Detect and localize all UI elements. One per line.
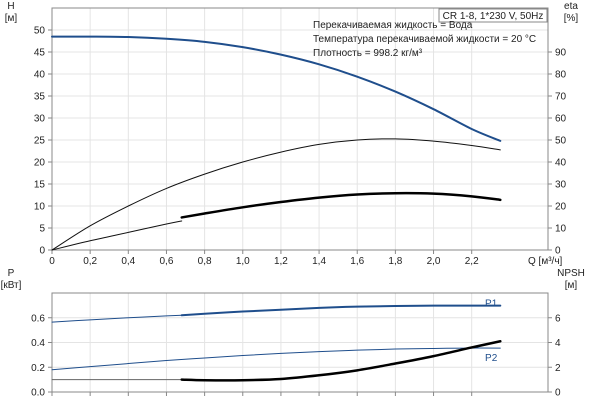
y-right-tick-label: 80	[555, 70, 567, 81]
y-left-tick-label: 0.0	[31, 388, 45, 399]
chart-annotation: Плотность = 998.2 кг/м³	[313, 48, 423, 59]
x-tick-label: 1,2	[274, 256, 288, 267]
x-tick-label: 1,8	[388, 256, 402, 267]
y-right-tick-label: 20	[555, 202, 567, 213]
chart-annotation: Перекачиваемая жидкость = Вода	[313, 20, 473, 31]
y-right-tick-label: 0	[555, 388, 561, 399]
y-right-tick-label: 90	[555, 48, 567, 59]
series-line	[51, 347, 501, 371]
chart-title: CR 1-8, 1*230 V, 50Hz	[443, 11, 544, 22]
y-right-tick-label: 6	[555, 313, 561, 324]
y-right-tick-label: 70	[555, 92, 567, 103]
x-tick-label: 0,6	[160, 256, 174, 267]
x-tick-label: 2,2	[465, 256, 479, 267]
y-right-tick-label: 60	[555, 114, 567, 125]
y-right-axis-label: [%]	[564, 13, 579, 24]
y-right-tick-label: 0	[555, 246, 561, 257]
y-left-tick-label: 0	[39, 246, 45, 257]
series-line	[51, 220, 183, 251]
y-left-tick-label: 10	[34, 202, 46, 213]
y-left-tick-label: 45	[34, 48, 46, 59]
y-right-axis-label: eta	[564, 1, 578, 12]
x-tick-label: 0	[49, 256, 55, 267]
x-tick-label: 0,2	[83, 256, 97, 267]
y-right-axis-label: [м]	[565, 280, 578, 291]
x-tick-label: 2,0	[427, 256, 441, 267]
x-tick-label: 1,0	[236, 256, 250, 267]
y-left-tick-label: 20	[34, 158, 46, 169]
chart-annotation: Температура перекачиваемой жидкости = 20…	[313, 34, 536, 45]
series-label: P1	[485, 298, 498, 309]
series-line	[180, 191, 502, 219]
y-left-tick-label: 5	[39, 224, 45, 235]
y-left-tick-label: 0.4	[31, 338, 45, 349]
y-left-axis-label: [кВт]	[1, 280, 22, 291]
x-tick-label: 0,8	[198, 256, 212, 267]
series-line	[180, 304, 502, 317]
y-right-tick-label: 4	[555, 338, 561, 349]
y-left-tick-label: 15	[34, 180, 46, 191]
y-left-tick-label: 0.6	[31, 313, 45, 324]
y-left-tick-label: 0.2	[31, 363, 45, 374]
y-left-tick-label: 35	[34, 92, 46, 103]
y-left-axis-label: [м]	[5, 13, 18, 24]
y-right-tick-label: 40	[555, 158, 567, 169]
series-label: P2	[485, 353, 498, 364]
x-tick-label: 1,6	[350, 256, 364, 267]
series-line	[51, 314, 183, 323]
title-box	[438, 8, 548, 23]
plot-frame	[51, 7, 549, 251]
y-left-tick-label: 25	[34, 136, 46, 147]
x-tick-label: 0,4	[121, 256, 135, 267]
power-npsh-panel: 0.0 0.2 0.4 0.6 0 2 4 6 P[кВт] NPSH[м] P1 P2	[1, 268, 585, 399]
series-line	[51, 138, 501, 251]
x-tick-label: 1,4	[312, 256, 326, 267]
y-left-axis-label: H	[7, 1, 14, 12]
x-axis-label: Q [м³/ч]	[528, 256, 563, 267]
y-right-tick-label: 50	[555, 136, 567, 147]
head-efficiency-panel: 0 5 10 15 20 25 30 35 40 45 50 0 10 20 30 40 50 60 70 80 90 0…	[5, 1, 579, 267]
y-left-axis-label: P	[8, 268, 15, 279]
y-left-tick-label: 50	[34, 26, 46, 37]
y-right-axis-label: NPSH	[557, 268, 585, 279]
series-line	[51, 35, 502, 142]
y-right-tick-label: 30	[555, 180, 567, 191]
y-left-tick-label: 30	[34, 114, 46, 125]
y-right-tick-label: 2	[555, 363, 561, 374]
y-right-tick-label: 10	[555, 224, 567, 235]
y-left-tick-label: 40	[34, 70, 46, 81]
series-line	[180, 340, 502, 382]
